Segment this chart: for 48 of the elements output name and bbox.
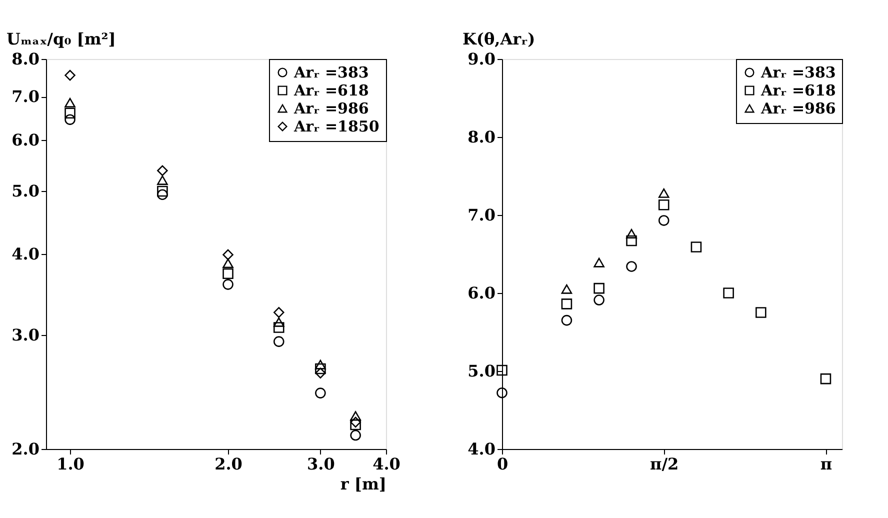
- point: [658, 188, 670, 198]
- point: [561, 284, 572, 294]
- y-axis-title: K(θ,Arᵣ): [462, 30, 536, 48]
- point: [496, 364, 508, 376]
- point: [756, 307, 766, 318]
- legend-label: Arᵣ =618: [293, 82, 369, 100]
- point: [594, 258, 604, 268]
- x-tick-label: 3.0: [307, 454, 335, 474]
- y-tick-label: 6.0: [12, 130, 40, 150]
- point: [496, 387, 508, 398]
- y-axis-title: Uₘₐₓ/q₀ [m²]: [6, 30, 116, 48]
- y-tick-label: 3.0: [12, 325, 40, 344]
- legend-label: Arᵣ =383: [760, 64, 836, 82]
- y-tick-label: 6.0: [468, 284, 496, 302]
- x-tick-label: 4.0: [372, 454, 400, 474]
- y-tick-label: 4.0: [468, 440, 496, 458]
- x-axis-title: r [m]: [340, 474, 386, 494]
- point: [594, 282, 604, 294]
- x-tick-label: 0: [496, 454, 508, 474]
- legend-label: Arᵣ =618: [760, 82, 836, 100]
- x-tick-label: 2.0: [214, 454, 242, 474]
- point: [820, 373, 832, 384]
- legend-label: Arᵣ =1850: [293, 118, 380, 136]
- y-tick-label: 5.0: [12, 182, 40, 201]
- x-tick-label: π/2: [650, 454, 679, 474]
- legend-label: Arᵣ =986: [760, 100, 836, 118]
- point: [658, 215, 670, 226]
- legend-label: Arᵣ =383: [293, 64, 369, 82]
- y-tick-label: 8.0: [12, 50, 40, 68]
- point: [723, 288, 734, 298]
- y-tick-label: 7.0: [12, 87, 40, 106]
- y-tick-label: 9.0: [468, 50, 496, 68]
- point: [626, 235, 637, 246]
- point: [561, 298, 572, 310]
- y-tick-label: 8.0: [468, 128, 496, 146]
- legend-label: Arᵣ =986: [293, 100, 369, 118]
- y-tick-label: 2.0: [12, 440, 40, 458]
- y-tick-label: 7.0: [468, 206, 496, 224]
- point: [626, 228, 637, 238]
- point: [594, 294, 604, 306]
- x-tick-label: 1.0: [56, 454, 84, 474]
- x-tick-label: π: [820, 454, 832, 474]
- point: [690, 242, 702, 252]
- point: [626, 261, 637, 272]
- point: [658, 199, 670, 210]
- point: [561, 314, 572, 326]
- y-tick-label: 5.0: [468, 362, 496, 380]
- y-tick-label: 4.0: [12, 244, 40, 264]
